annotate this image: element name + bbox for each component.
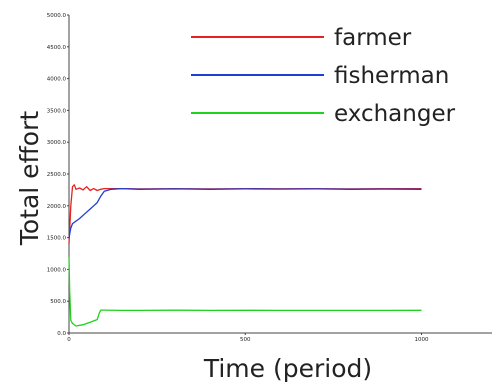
series-lines	[68, 184, 422, 327]
series-line-fisherman	[68, 187, 422, 238]
y-tick-label: 4000.0	[47, 77, 67, 83]
series-line-exchanger	[68, 256, 422, 327]
y-tick-label: 4500.0	[47, 45, 67, 51]
y-tick-label: 1000.0	[47, 267, 67, 273]
y-axis-ticks: 0.0 500.0 1000.0 1500.0 2000.0 2500.0 3000.0 35…	[47, 13, 69, 337]
y-tick-label: 1500.0	[47, 236, 67, 242]
y-tick-label: 3000.0	[47, 140, 67, 146]
legend-label-exchanger: exchanger	[334, 101, 456, 127]
legend-label-farmer: farmer	[334, 25, 412, 51]
x-tick-label: 500	[240, 337, 251, 343]
y-axis-title: Total effort	[15, 111, 44, 247]
legend-label-fisherman: fisherman	[334, 63, 449, 89]
x-tick-label: 0	[67, 337, 71, 343]
y-tick-label: 2500.0	[47, 172, 67, 178]
y-tick-label: 2000.0	[47, 204, 67, 210]
y-tick-label: 500.0	[50, 299, 66, 305]
y-tick-label: 0.0	[57, 331, 66, 337]
y-tick-label: 3500.0	[47, 108, 67, 114]
x-tick-label: 1000	[415, 337, 429, 343]
x-axis-title: Time (period)	[203, 354, 372, 383]
x-axis-ticks: 0 500 1000	[67, 333, 429, 343]
y-tick-label: 5000.0	[47, 13, 67, 19]
series-line-farmer	[68, 184, 422, 245]
legend: farmer fisherman exchanger	[191, 25, 456, 127]
